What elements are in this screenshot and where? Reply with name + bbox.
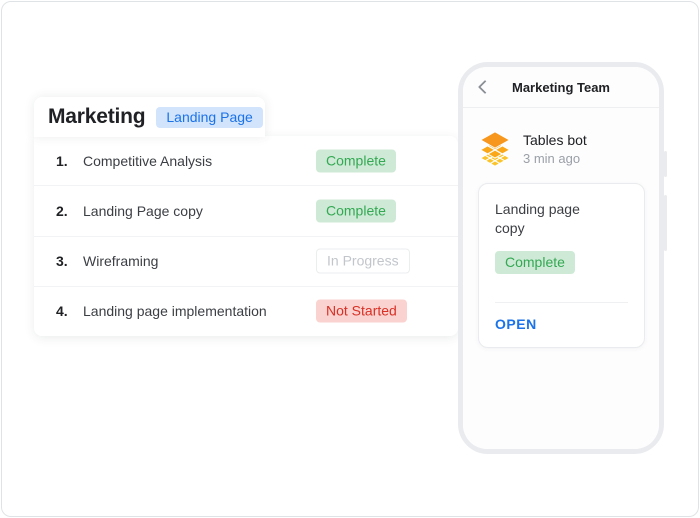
bot-notification: Tables bot 3 min ago bbox=[478, 130, 645, 168]
chevron-left-icon[interactable] bbox=[477, 79, 493, 95]
phone-header-title: Marketing Team bbox=[511, 79, 610, 95]
board-header-tab: Marketing Landing Page bbox=[34, 97, 265, 137]
status-badge[interactable]: Complete bbox=[316, 199, 396, 223]
notification-timestamp: 3 min ago bbox=[523, 151, 581, 166]
task-name: Landing page implementation bbox=[83, 303, 267, 320]
task-name: Wireframing bbox=[83, 253, 159, 270]
notification-card-body: Landing page copy Complete bbox=[479, 184, 644, 303]
card-task-name: Landing page copy bbox=[495, 201, 580, 236]
notification-text: Tables bot 3 min ago bbox=[523, 130, 587, 166]
table-row: 1. Competitive Analysis Complete bbox=[34, 136, 458, 185]
card-status-badge: Complete bbox=[495, 250, 575, 274]
task-list-card: 1. Competitive Analysis Complete 2. Land… bbox=[34, 136, 458, 336]
phone-header: Marketing Team bbox=[463, 67, 659, 108]
row-number: 4. bbox=[56, 303, 68, 320]
row-number: 3. bbox=[56, 253, 68, 270]
status-badge[interactable]: Complete bbox=[316, 149, 396, 173]
phone-screen: Marketing Team bbox=[463, 67, 659, 449]
tab-landing-page[interactable]: Landing Page bbox=[156, 106, 263, 128]
notification-card: Landing page copy Complete OPEN bbox=[478, 183, 645, 348]
table-row: 3. Wireframing In Progress bbox=[34, 235, 458, 286]
status-badge[interactable]: In Progress bbox=[316, 248, 410, 274]
row-number: 1. bbox=[56, 152, 68, 169]
phone-power-button bbox=[664, 151, 667, 177]
phone-volume-button bbox=[664, 195, 667, 251]
open-button[interactable]: OPEN bbox=[495, 315, 537, 332]
table-row: 2. Landing Page copy Complete bbox=[34, 185, 458, 235]
status-badge[interactable]: Not Started bbox=[316, 299, 407, 323]
task-name: Competitive Analysis bbox=[83, 152, 213, 169]
phone-mockup: Marketing Team bbox=[458, 62, 667, 454]
tables-bot-icon bbox=[478, 130, 512, 168]
board-title: Marketing bbox=[48, 105, 146, 128]
bot-name: Tables bot bbox=[523, 132, 587, 148]
row-number: 2. bbox=[56, 202, 68, 219]
table-row: 4. Landing page implementation Not Start… bbox=[34, 285, 458, 336]
task-name: Landing Page copy bbox=[83, 202, 203, 219]
